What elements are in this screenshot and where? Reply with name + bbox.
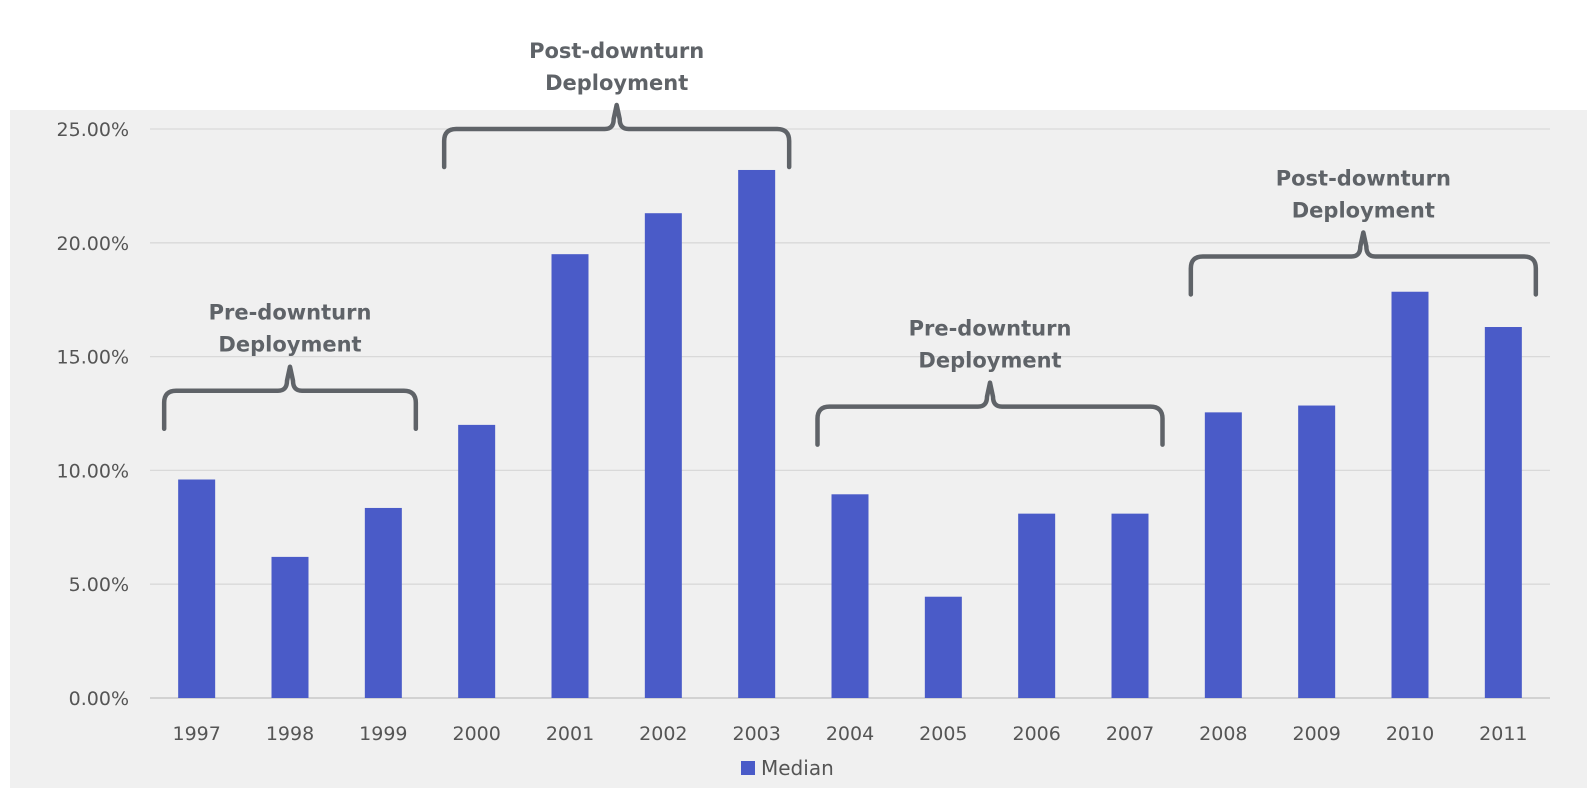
x-tick-label: 2001 <box>546 723 594 745</box>
annotation-brace <box>441 102 792 170</box>
bar-2001 <box>551 254 589 698</box>
y-tick-label: 15.00% <box>57 347 129 369</box>
x-tick-label: 2002 <box>639 723 687 745</box>
x-axis-ticks: 1997 1998 1999 2000 2001 2002 2003 2004 2005 2006… <box>172 723 1527 745</box>
annotation-brace <box>1188 230 1539 297</box>
y-tick-label: 25.00% <box>57 119 129 141</box>
annotation-label-line2: Deployment <box>918 349 1061 373</box>
bar-2003 <box>738 169 776 698</box>
x-tick-label: 2008 <box>1199 723 1247 745</box>
x-tick-label: 2007 <box>1106 723 1154 745</box>
bar-2007 <box>1111 513 1149 698</box>
bar-2009 <box>1298 405 1336 698</box>
bar-1997 <box>178 479 216 698</box>
bar-1998 <box>271 556 309 698</box>
legend-label-median: Median <box>761 756 834 780</box>
annotation-label-line1: Post-downturn <box>529 39 704 63</box>
bar-2008 <box>1204 412 1242 698</box>
x-tick-label: 2010 <box>1386 723 1434 745</box>
bars <box>178 169 1522 698</box>
annotation-label-line1: Pre-downturn <box>209 301 372 325</box>
x-tick-label: 1999 <box>359 723 407 745</box>
annotation-label-line1: Pre-downturn <box>909 317 1072 341</box>
bar-2006 <box>1018 513 1056 698</box>
bar-2004 <box>831 494 869 698</box>
bar-2011 <box>1484 327 1522 698</box>
x-tick-label: 2003 <box>732 723 780 745</box>
bar-2010 <box>1391 291 1429 698</box>
x-tick-label: 1998 <box>266 723 314 745</box>
legend: Median <box>741 756 834 780</box>
x-tick-label: 2000 <box>452 723 500 745</box>
annotation-label-line2: Deployment <box>218 333 361 357</box>
annotations: Pre-downturn Deployment Post-downturn Deplo… <box>161 39 1539 447</box>
annotation-label-line2: Deployment <box>1292 198 1435 222</box>
y-tick-label: 5.00% <box>69 574 129 596</box>
x-tick-label: 2006 <box>1012 723 1060 745</box>
x-tick-label: 2005 <box>919 723 967 745</box>
x-tick-label: 2004 <box>826 723 874 745</box>
annotation-brace <box>161 364 419 431</box>
bar-2002 <box>644 213 682 698</box>
annotation-label-line1: Post-downturn <box>1276 166 1451 190</box>
x-tick-label: 2011 <box>1479 723 1527 745</box>
y-tick-label: 0.00% <box>69 688 129 710</box>
legend-swatch-median <box>741 761 755 775</box>
bar-2005 <box>924 596 962 698</box>
bar-2000 <box>458 424 496 698</box>
x-tick-label: 2009 <box>1292 723 1340 745</box>
x-tick-label: 1997 <box>172 723 220 745</box>
y-tick-label: 20.00% <box>57 233 129 255</box>
bar-1999 <box>364 507 402 698</box>
annotation-brace <box>815 380 1165 447</box>
y-axis-ticks: 0.00% 5.00% 10.00% 15.00% 20.00% 25.00% <box>57 119 129 710</box>
annotation-label-line2: Deployment <box>545 71 688 95</box>
y-tick-label: 10.00% <box>57 460 129 482</box>
